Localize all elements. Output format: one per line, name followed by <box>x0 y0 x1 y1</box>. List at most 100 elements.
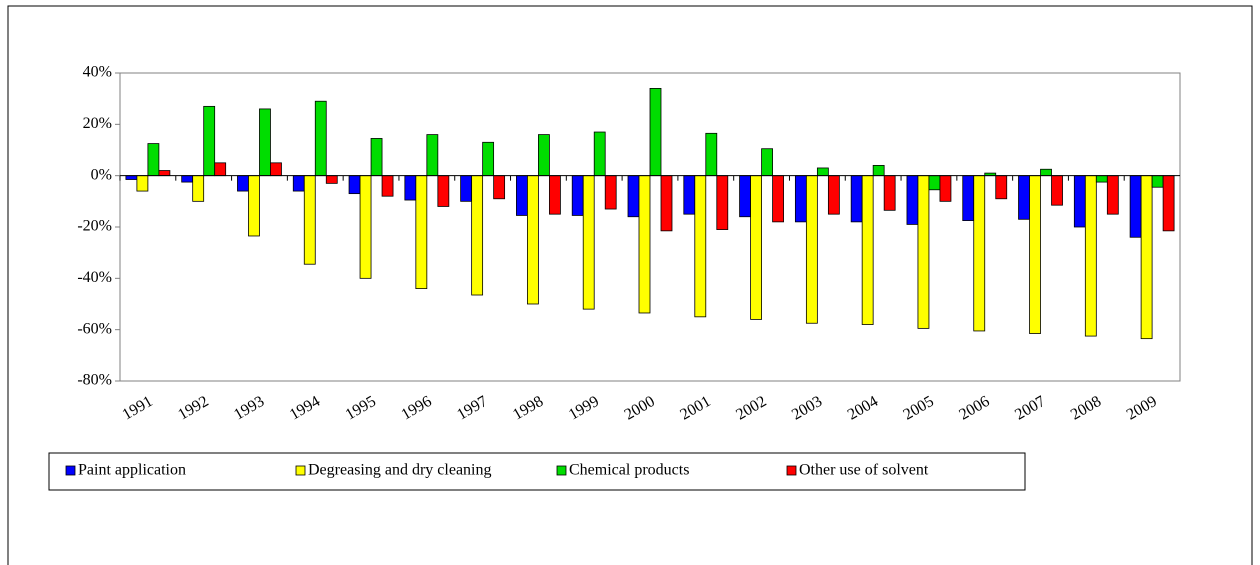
bar <box>872 164 885 177</box>
bar <box>1129 175 1142 238</box>
legend-swatch <box>65 465 76 476</box>
x-tick-label: 2006 <box>956 393 992 424</box>
bar <box>404 175 417 201</box>
bar <box>270 162 282 177</box>
bar <box>805 175 818 324</box>
bar <box>136 175 149 192</box>
bar <box>527 175 539 305</box>
bar <box>883 175 896 211</box>
x-tick-label: 2002 <box>733 393 769 424</box>
bar <box>638 175 651 314</box>
y-tick-label: -20% <box>77 218 112 235</box>
legend-swatch <box>786 465 797 476</box>
bar <box>203 105 216 177</box>
bar <box>739 175 751 218</box>
x-tick-label: 1995 <box>343 393 379 424</box>
legend-label: Paint application <box>78 462 186 479</box>
x-tick-label: 1994 <box>287 393 323 424</box>
bar <box>995 175 1008 200</box>
bar <box>370 138 383 177</box>
bar <box>1084 175 1097 337</box>
x-tick-label: 1996 <box>398 393 434 424</box>
bar <box>538 134 550 177</box>
bar <box>660 175 673 232</box>
bar <box>181 175 194 183</box>
bar <box>649 88 662 177</box>
legend <box>48 452 1026 491</box>
bar <box>1140 175 1153 340</box>
bar <box>248 175 260 237</box>
bar <box>125 175 138 180</box>
bar <box>683 175 696 215</box>
y-tick-label: 0% <box>91 166 112 183</box>
x-tick-label: 2005 <box>901 393 937 424</box>
bar <box>1095 175 1108 183</box>
bar <box>761 148 773 177</box>
bar <box>917 175 930 329</box>
bar <box>1073 175 1086 228</box>
x-tick-label: 2000 <box>622 393 658 424</box>
bar <box>861 175 874 325</box>
bar <box>237 175 249 192</box>
y-tick-label: 40% <box>83 64 112 81</box>
bar <box>516 175 528 216</box>
bar <box>471 175 484 296</box>
y-tick-label: -40% <box>77 269 112 286</box>
bar <box>493 175 506 200</box>
bar <box>1151 175 1164 188</box>
bar <box>415 175 428 290</box>
bar <box>973 175 986 332</box>
bar <box>571 175 584 216</box>
bar <box>827 175 840 215</box>
bar <box>158 170 171 177</box>
bar <box>426 134 439 177</box>
y-tick-label: -60% <box>77 320 112 337</box>
x-tick-label: 1993 <box>231 393 267 424</box>
bar <box>1029 175 1041 334</box>
x-tick-label: 1997 <box>454 393 490 424</box>
x-tick-label: 1991 <box>120 393 156 424</box>
bar <box>325 175 338 184</box>
bar <box>750 175 762 320</box>
bar <box>794 175 807 223</box>
x-tick-label: 2007 <box>1012 393 1048 424</box>
x-tick-label: 2004 <box>845 393 881 424</box>
bar <box>192 175 205 202</box>
legend-label: Other use of solvent <box>799 462 929 479</box>
x-tick-label: 2009 <box>1124 393 1160 424</box>
bar <box>928 175 941 191</box>
bar <box>214 162 227 177</box>
bar <box>906 175 919 225</box>
y-tick-label: -80% <box>77 372 112 389</box>
bar <box>627 175 640 218</box>
legend-label: Chemical products <box>569 462 689 479</box>
bar <box>549 175 561 215</box>
bar <box>460 175 473 202</box>
chart-frame <box>7 5 1253 565</box>
bar <box>604 175 617 210</box>
bar <box>705 132 718 177</box>
legend-swatch <box>556 465 567 476</box>
legend-label: Degreasing and dry cleaning <box>308 462 491 479</box>
bar <box>1018 175 1030 220</box>
bar <box>314 100 327 177</box>
bar <box>292 175 305 192</box>
x-tick-label: 2003 <box>789 393 825 424</box>
y-tick-label: 20% <box>83 115 112 132</box>
bar <box>962 175 975 221</box>
bar <box>1162 175 1175 232</box>
x-tick-label: 2008 <box>1068 393 1104 424</box>
bar <box>437 175 450 207</box>
bar <box>816 167 829 177</box>
bar <box>716 175 729 230</box>
bar <box>850 175 863 223</box>
x-tick-label: 1998 <box>510 393 546 424</box>
x-tick-label: 1992 <box>175 393 211 424</box>
bar <box>359 175 372 279</box>
bar <box>259 108 271 177</box>
bar <box>1051 175 1063 206</box>
bar <box>348 175 361 195</box>
x-tick-label: 1999 <box>566 393 602 424</box>
bar <box>1106 175 1119 215</box>
